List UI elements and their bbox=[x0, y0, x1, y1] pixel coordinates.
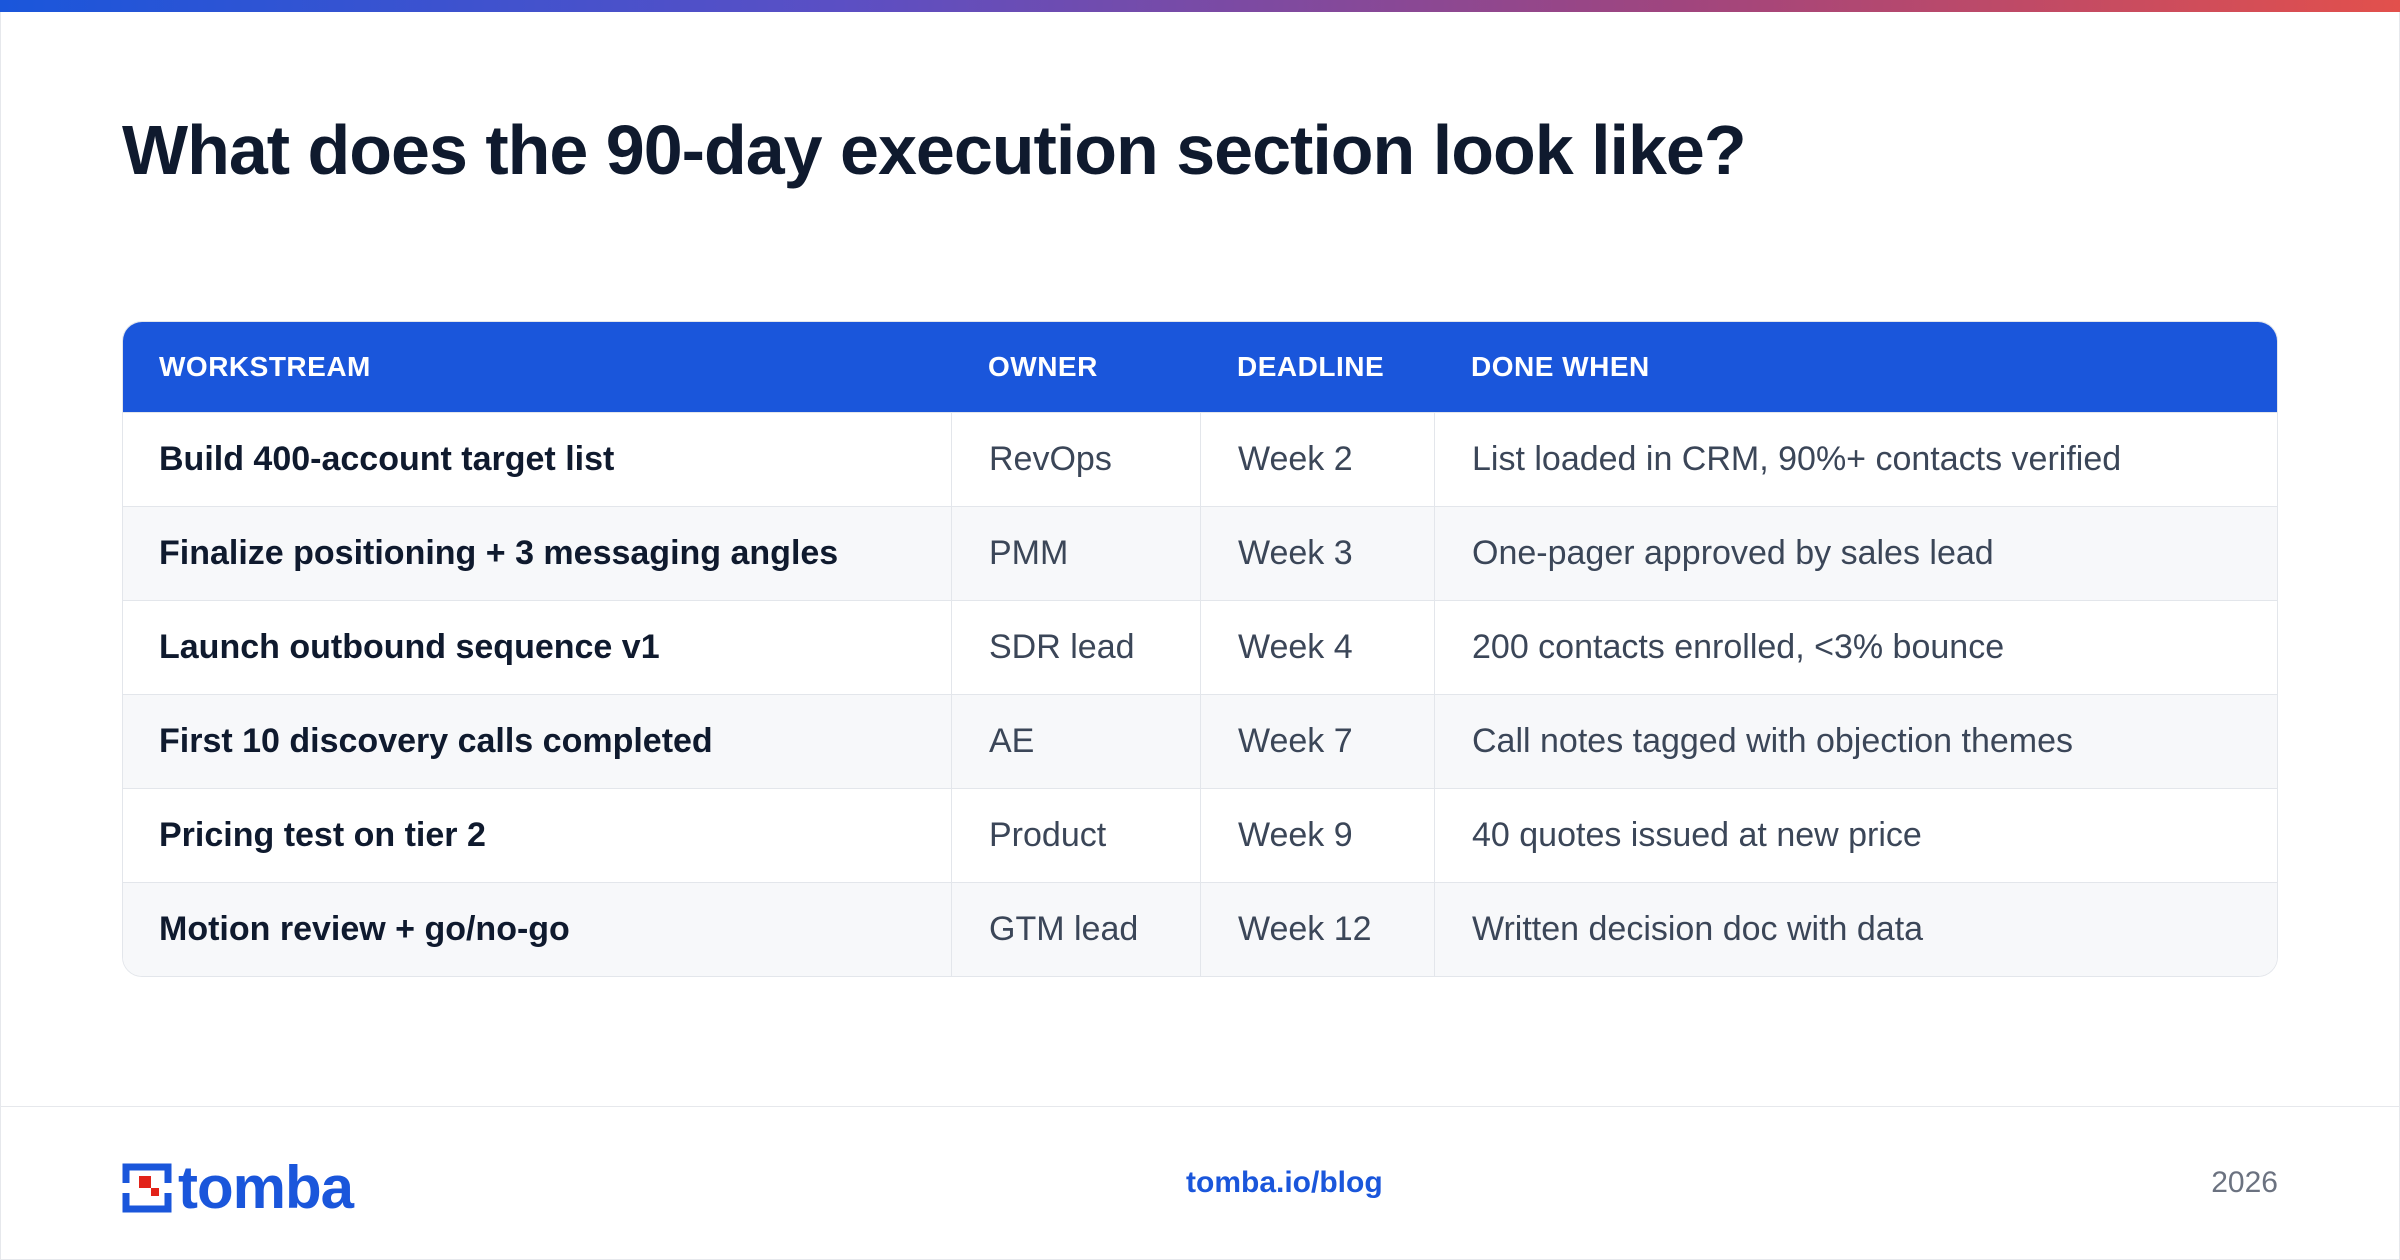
header-workstream: WORKSTREAM bbox=[159, 351, 371, 382]
table-row: Finalize positioning + 3 messaging angle… bbox=[123, 506, 2277, 600]
table-row: Pricing test on tier 2 Product Week 9 40… bbox=[123, 788, 2277, 882]
execution-table: WORKSTREAM OWNER DEADLINE DONE WHEN Buil… bbox=[122, 321, 2278, 977]
tomba-logo[interactable]: tomba bbox=[122, 1154, 354, 1221]
header-deadline: DEADLINE bbox=[1237, 351, 1385, 382]
cell-owner: PMM bbox=[951, 507, 1200, 600]
cell-deadline: Week 9 bbox=[1200, 789, 1434, 882]
cell-workstream: First 10 discovery calls completed bbox=[159, 722, 713, 760]
cell-workstream: Finalize positioning + 3 messaging angle… bbox=[159, 534, 839, 572]
table-row: Build 400-account target list RevOps Wee… bbox=[123, 412, 2277, 506]
table-header: WORKSTREAM OWNER DEADLINE DONE WHEN bbox=[123, 322, 2277, 412]
cell-owner: RevOps bbox=[951, 413, 1200, 506]
table-row: Motion review + go/no-go GTM lead Week 1… bbox=[123, 882, 2277, 976]
table-row: Launch outbound sequence v1 SDR lead Wee… bbox=[123, 600, 2277, 694]
header-done-when: DONE WHEN bbox=[1471, 351, 1650, 382]
cell-deadline: Week 4 bbox=[1200, 601, 1434, 694]
cell-done-when: 200 contacts enrolled, <3% bounce bbox=[1434, 601, 2277, 694]
cell-workstream: Build 400-account target list bbox=[159, 440, 615, 478]
cell-done-when: Call notes tagged with objection themes bbox=[1434, 695, 2277, 788]
cell-workstream: Pricing test on tier 2 bbox=[159, 816, 486, 854]
table-row: First 10 discovery calls completed AE We… bbox=[123, 694, 2277, 788]
cell-deadline: Week 7 bbox=[1200, 695, 1434, 788]
top-gradient-bar bbox=[0, 0, 2400, 12]
cell-done-when: Written decision doc with data bbox=[1434, 883, 2277, 976]
cell-workstream: Launch outbound sequence v1 bbox=[159, 628, 660, 666]
header-owner: OWNER bbox=[988, 351, 1098, 382]
logo-text: tomba bbox=[178, 1154, 354, 1221]
cell-deadline: Week 3 bbox=[1200, 507, 1434, 600]
cell-deadline: Week 2 bbox=[1200, 413, 1434, 506]
footer-year: 2026 bbox=[2211, 1166, 2278, 1199]
cell-workstream: Motion review + go/no-go bbox=[159, 910, 570, 948]
footer-divider bbox=[0, 1106, 2400, 1107]
tomba-logo-icon bbox=[122, 1163, 172, 1213]
cell-deadline: Week 12 bbox=[1200, 883, 1434, 976]
blog-link[interactable]: tomba.io/blog bbox=[1186, 1166, 1383, 1199]
cell-done-when: One-pager approved by sales lead bbox=[1434, 507, 2277, 600]
cell-done-when: List loaded in CRM, 90%+ contacts verifi… bbox=[1434, 413, 2277, 506]
cell-done-when: 40 quotes issued at new price bbox=[1434, 789, 2277, 882]
cell-owner: SDR lead bbox=[951, 601, 1200, 694]
page-title: What does the 90-day execution section l… bbox=[122, 111, 1747, 189]
cell-owner: GTM lead bbox=[951, 883, 1200, 976]
cell-owner: AE bbox=[951, 695, 1200, 788]
cell-owner: Product bbox=[951, 789, 1200, 882]
